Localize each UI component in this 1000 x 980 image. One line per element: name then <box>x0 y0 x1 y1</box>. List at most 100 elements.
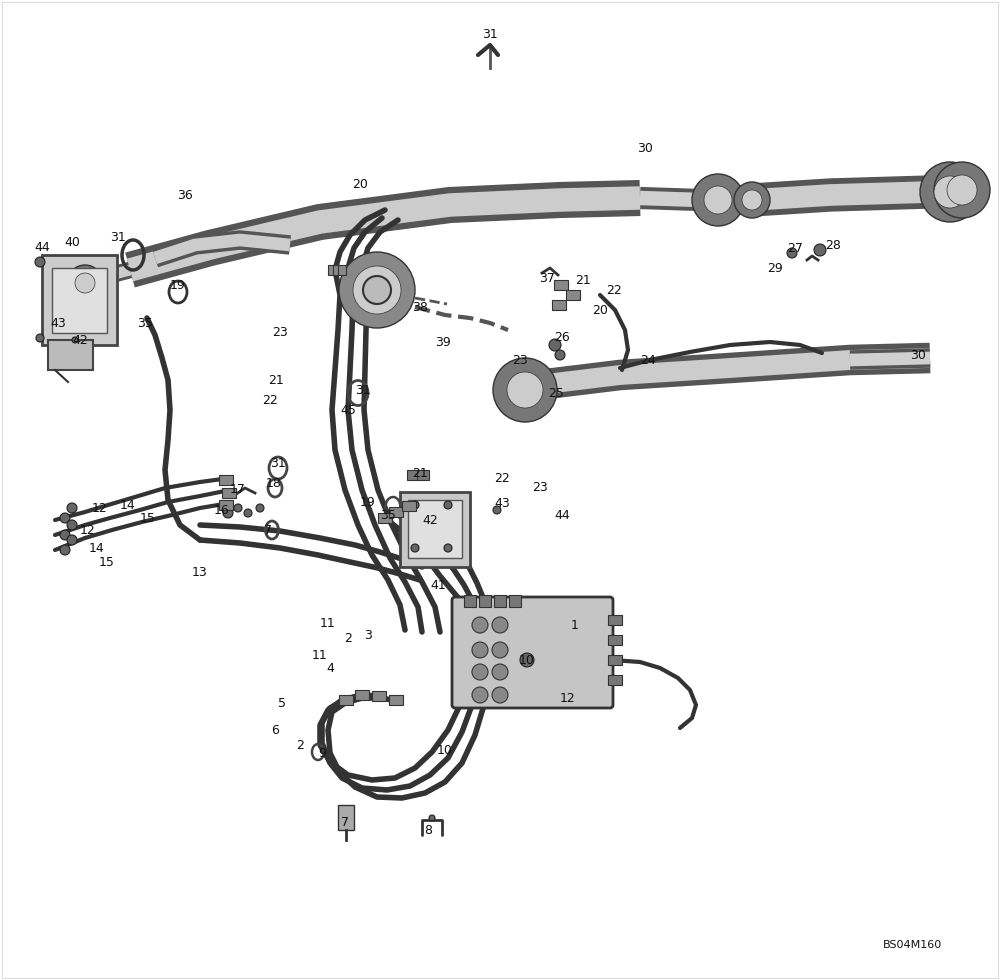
Text: 31: 31 <box>270 457 286 469</box>
Circle shape <box>67 265 103 301</box>
Text: 29: 29 <box>767 262 783 274</box>
Circle shape <box>549 339 561 351</box>
Text: 31: 31 <box>355 383 371 397</box>
Bar <box>408 500 462 558</box>
Circle shape <box>472 617 488 633</box>
Circle shape <box>472 642 488 658</box>
Text: 21: 21 <box>412 466 428 479</box>
Circle shape <box>814 244 826 256</box>
Text: 15: 15 <box>140 512 156 524</box>
Text: 43: 43 <box>494 497 510 510</box>
Text: 23: 23 <box>532 480 548 494</box>
Bar <box>566 290 580 300</box>
Text: 20: 20 <box>352 178 368 191</box>
Circle shape <box>234 504 242 512</box>
Text: 12: 12 <box>560 692 576 705</box>
Text: 22: 22 <box>494 471 510 484</box>
Text: 42: 42 <box>72 333 88 347</box>
Text: 12: 12 <box>92 502 108 514</box>
Bar <box>52 268 107 333</box>
Bar <box>222 488 236 498</box>
Text: 36: 36 <box>177 188 193 202</box>
Text: 14: 14 <box>120 499 136 512</box>
Text: 1: 1 <box>571 618 579 631</box>
Text: 22: 22 <box>262 394 278 407</box>
Text: 43: 43 <box>50 317 66 329</box>
Text: 25: 25 <box>548 386 564 400</box>
Bar <box>400 492 470 567</box>
Circle shape <box>256 504 264 512</box>
Text: 19: 19 <box>170 278 186 291</box>
Text: 7: 7 <box>341 815 349 828</box>
Text: 40: 40 <box>64 235 80 249</box>
Circle shape <box>920 162 980 222</box>
Text: 3: 3 <box>364 628 372 642</box>
Text: 44: 44 <box>34 240 50 254</box>
Text: 16: 16 <box>214 504 230 516</box>
Text: 23: 23 <box>272 325 288 338</box>
Circle shape <box>734 182 770 218</box>
Text: 22: 22 <box>606 283 622 297</box>
Circle shape <box>67 535 77 545</box>
Text: 35: 35 <box>137 317 153 329</box>
Circle shape <box>244 509 252 517</box>
Text: 12: 12 <box>80 523 96 536</box>
Circle shape <box>363 276 391 304</box>
Circle shape <box>35 257 45 267</box>
Text: 45: 45 <box>340 404 356 416</box>
Circle shape <box>60 545 70 555</box>
Circle shape <box>60 530 70 540</box>
Bar <box>338 265 346 275</box>
Bar <box>464 595 476 607</box>
Circle shape <box>947 175 977 205</box>
FancyBboxPatch shape <box>452 597 613 708</box>
Circle shape <box>692 174 744 226</box>
Text: 20: 20 <box>592 304 608 317</box>
Circle shape <box>493 358 557 422</box>
Bar <box>608 635 622 645</box>
Text: 13: 13 <box>192 565 208 578</box>
Circle shape <box>67 503 77 513</box>
Circle shape <box>704 186 732 214</box>
Text: 31: 31 <box>482 28 498 41</box>
Circle shape <box>934 176 966 208</box>
Bar <box>479 595 491 607</box>
Bar <box>389 695 403 705</box>
Circle shape <box>493 506 501 514</box>
Bar <box>407 470 419 480</box>
Circle shape <box>223 508 233 518</box>
Text: 14: 14 <box>89 542 105 555</box>
Bar <box>509 595 521 607</box>
Bar <box>333 265 341 275</box>
Bar <box>389 507 403 517</box>
Text: 31: 31 <box>110 230 126 243</box>
Circle shape <box>36 334 44 342</box>
Text: 6: 6 <box>271 723 279 737</box>
Bar <box>219 475 233 485</box>
Circle shape <box>75 273 95 293</box>
Circle shape <box>934 162 990 218</box>
Text: 21: 21 <box>268 373 284 386</box>
Circle shape <box>492 617 508 633</box>
Circle shape <box>472 664 488 680</box>
Text: 41: 41 <box>430 578 446 592</box>
Text: 2: 2 <box>344 631 352 645</box>
Text: 38: 38 <box>412 301 428 314</box>
Text: 19: 19 <box>360 496 376 509</box>
Text: 28: 28 <box>825 238 841 252</box>
Circle shape <box>429 815 435 821</box>
Circle shape <box>339 252 415 328</box>
Circle shape <box>353 266 401 314</box>
Text: 44: 44 <box>554 509 570 521</box>
Circle shape <box>72 337 78 343</box>
Circle shape <box>60 513 70 523</box>
Text: 37: 37 <box>539 271 555 284</box>
Text: 30: 30 <box>637 141 653 155</box>
Text: 26: 26 <box>554 330 570 344</box>
Circle shape <box>472 687 488 703</box>
Text: 5: 5 <box>278 697 286 710</box>
Bar <box>48 340 93 370</box>
Circle shape <box>492 687 508 703</box>
Text: 10: 10 <box>519 654 535 666</box>
Bar <box>339 695 353 705</box>
